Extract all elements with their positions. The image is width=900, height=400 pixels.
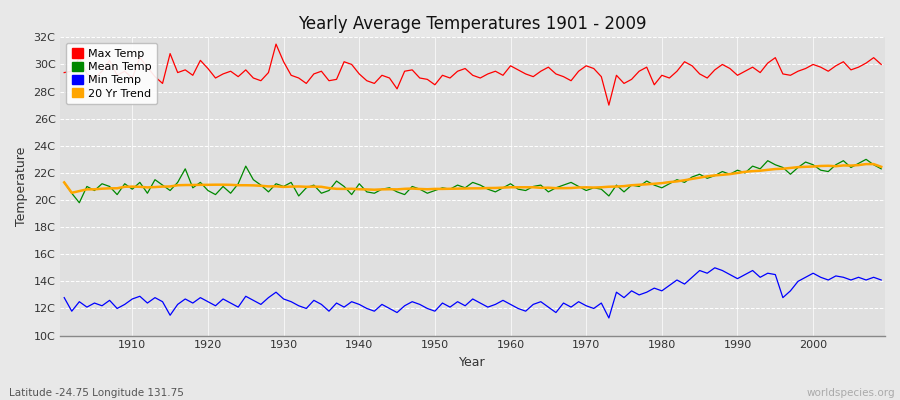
Y-axis label: Temperature: Temperature [15,147,28,226]
Text: Latitude -24.75 Longitude 131.75: Latitude -24.75 Longitude 131.75 [9,388,184,398]
X-axis label: Year: Year [459,356,486,369]
Title: Yearly Average Temperatures 1901 - 2009: Yearly Average Temperatures 1901 - 2009 [299,15,647,33]
Text: worldspecies.org: worldspecies.org [807,388,896,398]
Legend: Max Temp, Mean Temp, Min Temp, 20 Yr Trend: Max Temp, Mean Temp, Min Temp, 20 Yr Tre… [66,43,158,104]
